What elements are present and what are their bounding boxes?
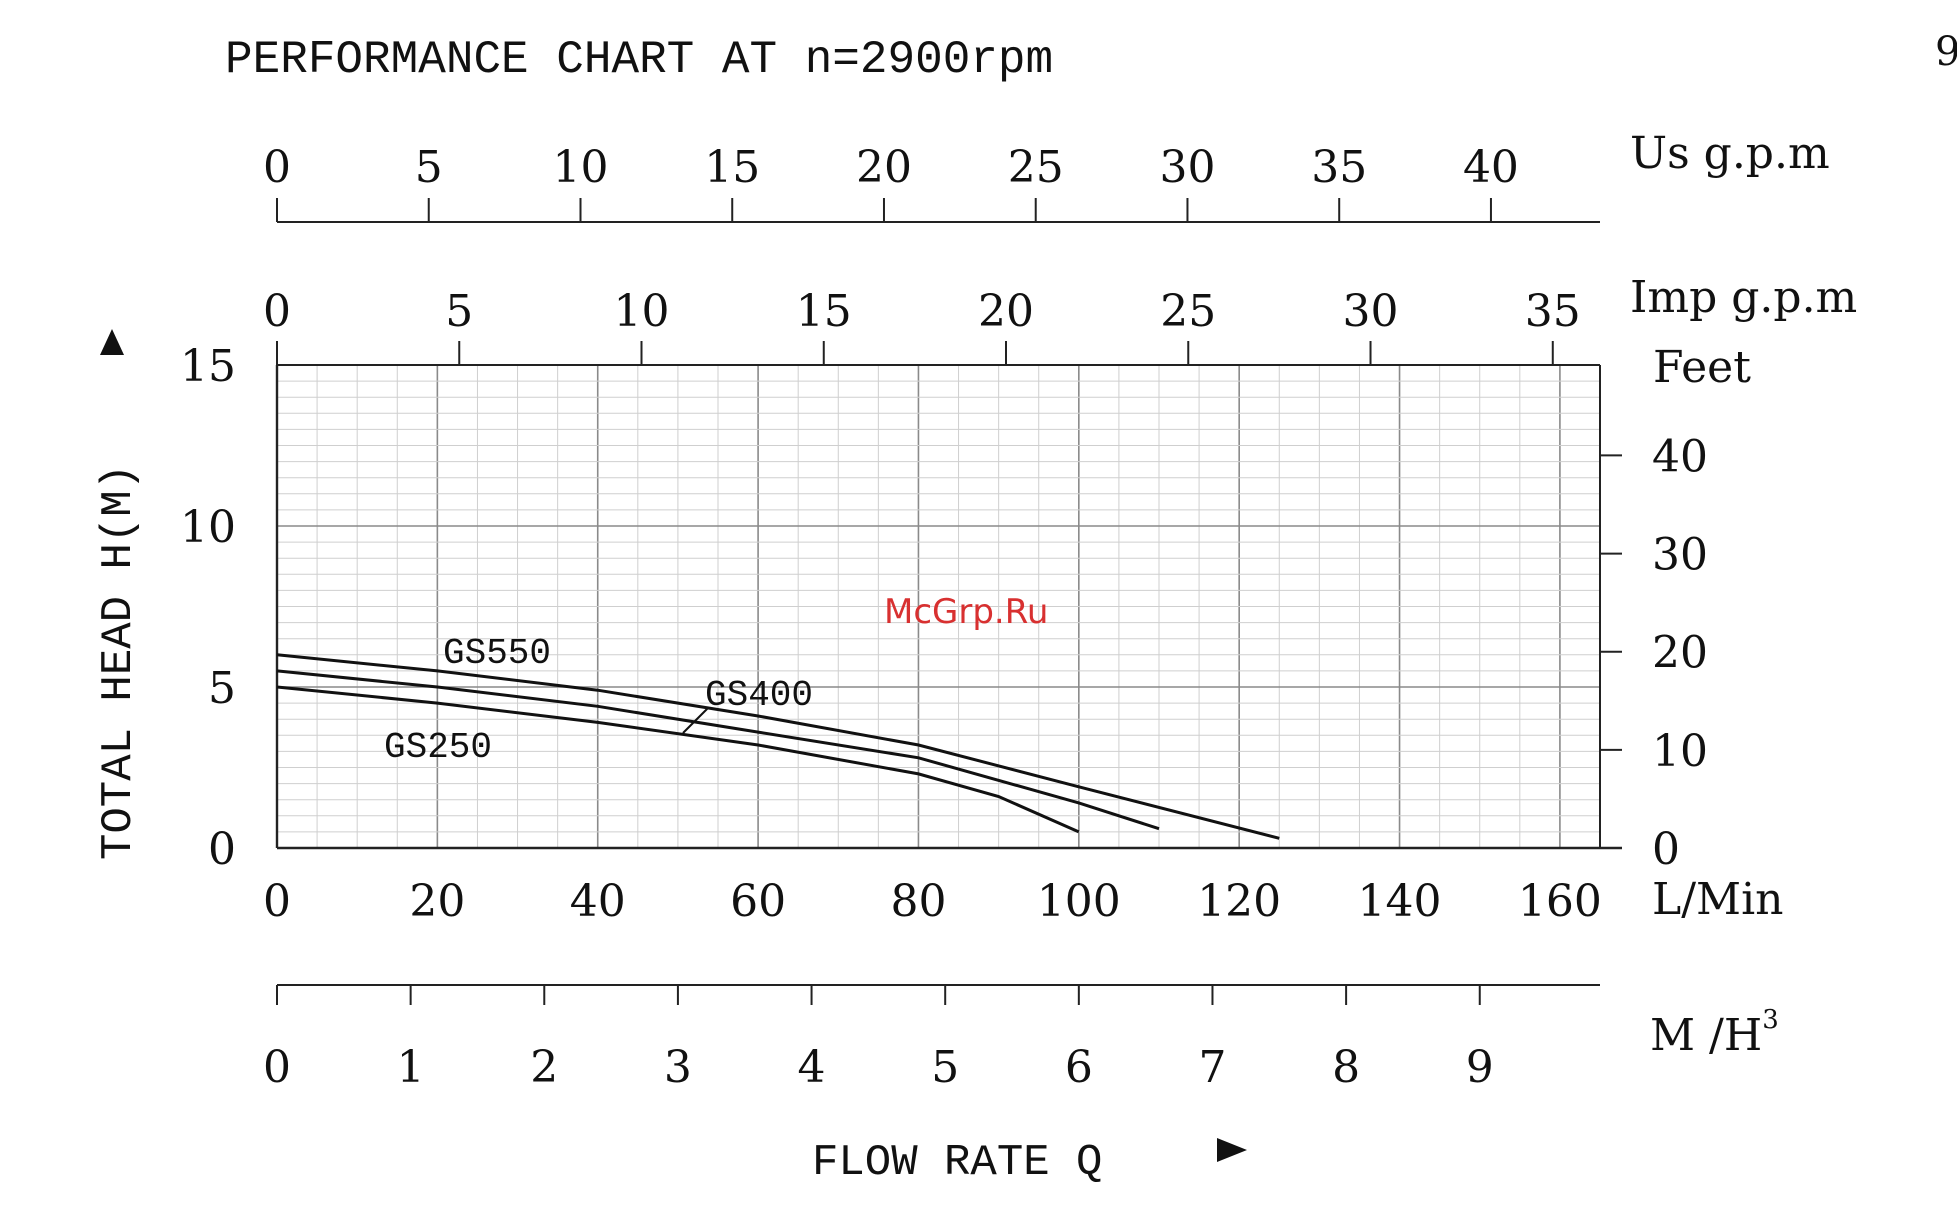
series-line-gs250 xyxy=(276,685,1080,834)
m3h-tick-label: 7 xyxy=(1198,1042,1226,1093)
m3h-tick-label: 2 xyxy=(530,1042,558,1093)
series-label-gs250: GS250 xyxy=(384,727,492,768)
watermark: McGrp.Ru xyxy=(884,592,1048,632)
us-gpm-tick-label: 30 xyxy=(1159,142,1215,193)
x-axis-label: FLOW RATE Q xyxy=(812,1138,1102,1188)
us-gpm-tick-label: 35 xyxy=(1311,142,1367,193)
y-tick-label: 5 xyxy=(208,663,236,714)
page-number: 9 xyxy=(1935,29,1957,75)
series-leader-line xyxy=(682,707,709,734)
series-line-gs400 xyxy=(276,669,1160,831)
x-tick-label: 160 xyxy=(1518,876,1602,927)
m3h-unit-label: M /H3 xyxy=(1650,1005,1779,1061)
us-gpm-tick-label: 15 xyxy=(704,142,760,193)
us-gpm-tick-label: 40 xyxy=(1463,142,1519,193)
imp-gpm-unit-label: Imp g.p.m xyxy=(1630,272,1857,323)
chart-title: PERFORMANCE CHART AT n=2900rpm xyxy=(225,34,1053,86)
chart-axes xyxy=(275,198,1622,1005)
imp-gpm-tick-label: 20 xyxy=(978,286,1034,337)
x-tick-label: 120 xyxy=(1197,876,1281,927)
imp-gpm-tick-label: 5 xyxy=(445,286,473,337)
us-gpm-tick-label: 10 xyxy=(552,142,608,193)
y-tick-label: 10 xyxy=(180,502,236,553)
y-axis-label: TOTAL HEAD H(M) xyxy=(94,464,144,860)
m3h-tick-label: 4 xyxy=(798,1042,826,1093)
imp-gpm-tick-label: 30 xyxy=(1343,286,1399,337)
x-tick-label: 20 xyxy=(409,876,465,927)
m3h-tick-label: 0 xyxy=(263,1042,291,1093)
y-tick-label: 0 xyxy=(208,824,236,875)
us-gpm-tick-label: 25 xyxy=(1008,142,1064,193)
us-gpm-tick-label: 5 xyxy=(415,142,443,193)
m3h-unit-text: M /H xyxy=(1650,1010,1762,1061)
imp-gpm-tick-label: 35 xyxy=(1525,286,1581,337)
x-tick-label: 80 xyxy=(890,876,946,927)
chart-series: GS550 GS400 GS250 xyxy=(276,633,1280,840)
feet-unit-label: Feet xyxy=(1653,342,1751,393)
chart-grid xyxy=(277,365,1600,848)
series-label-gs550: GS550 xyxy=(443,633,551,674)
x-tick-label: 0 xyxy=(263,876,291,927)
m3h-tick-label: 3 xyxy=(664,1042,692,1093)
x-tick-label: 140 xyxy=(1358,876,1442,927)
m3h-tick-label: 8 xyxy=(1332,1042,1360,1093)
x-axis-label-text: FLOW RATE Q xyxy=(812,1138,1102,1188)
m3h-unit-superscript: 3 xyxy=(1762,1005,1779,1035)
x-axis-arrow-icon xyxy=(1217,1138,1247,1162)
m3h-tick-label: 6 xyxy=(1065,1042,1093,1093)
x-tick-label: 60 xyxy=(730,876,786,927)
feet-tick-label: 10 xyxy=(1652,726,1708,777)
us-gpm-tick-label: 20 xyxy=(856,142,912,193)
feet-tick-label: 30 xyxy=(1652,530,1708,581)
feet-tick-label: 40 xyxy=(1652,431,1708,482)
m3h-tick-label: 9 xyxy=(1466,1042,1494,1093)
y-tick-label: 15 xyxy=(180,341,236,392)
series-line-gs550 xyxy=(276,653,1280,840)
imp-gpm-tick-label: 10 xyxy=(614,286,670,337)
imp-gpm-tick-label: 0 xyxy=(263,286,291,337)
y-axis-arrow-icon xyxy=(100,329,124,355)
imp-gpm-tick-label: 25 xyxy=(1160,286,1216,337)
series-label-gs400: GS400 xyxy=(705,675,813,716)
feet-tick-label: 20 xyxy=(1652,628,1708,679)
imp-gpm-tick-label: 15 xyxy=(796,286,852,337)
x-tick-label: 40 xyxy=(570,876,626,927)
y-axis-label-group: TOTAL HEAD H(M) xyxy=(94,329,144,860)
lpm-unit-label: L/Min xyxy=(1652,874,1784,925)
us-gpm-unit-label: Us g.p.m xyxy=(1630,128,1830,179)
us-gpm-tick-label: 0 xyxy=(263,142,291,193)
x-tick-label: 100 xyxy=(1037,876,1121,927)
m3h-tick-label: 5 xyxy=(931,1042,959,1093)
feet-tick-label: 0 xyxy=(1652,824,1680,875)
m3h-tick-label: 1 xyxy=(397,1042,425,1093)
